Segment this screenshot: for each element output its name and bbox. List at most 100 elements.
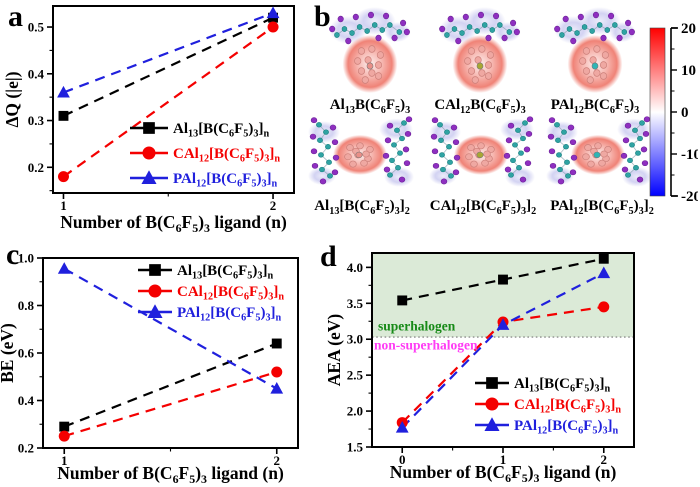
carbon-atom (387, 22, 393, 28)
fluorine-atom (504, 166, 512, 173)
carbon-atom (497, 22, 503, 28)
molecule-esp-drawing (308, 116, 414, 187)
legend-label: CAl12[B(C6F5)3]n (514, 397, 621, 416)
y-tick-label: 0.2 (18, 441, 34, 456)
carbon-atom (323, 129, 329, 135)
cal12-b-c6f5-3-n-point (57, 171, 69, 183)
carbon-atom (451, 26, 458, 32)
fluorine-atom (403, 160, 411, 167)
fluorine-atom (447, 15, 454, 23)
aluminum-atom (478, 45, 486, 53)
aluminum-atom (354, 57, 362, 65)
fluorine-atom (642, 130, 650, 137)
panel-d-letter: d (320, 240, 337, 273)
carbon-atom (556, 152, 562, 158)
fluorine-atom (562, 15, 569, 23)
y-tick-label: 2.0 (347, 404, 363, 419)
x-tick-label: 2 (270, 198, 277, 213)
legend-marker (486, 377, 498, 389)
y-tick-label: 2.5 (347, 368, 364, 383)
aluminum-atom (589, 56, 597, 64)
fluorine-atom (452, 139, 460, 146)
fluorine-atom (329, 124, 337, 131)
carbon-atom (581, 24, 588, 30)
carbon-atom (612, 22, 618, 28)
fluorine-atom (329, 25, 336, 33)
aluminum-atom (366, 146, 374, 153)
fluorine-atom (310, 117, 318, 124)
x-tick-label: 1 (60, 198, 67, 213)
carbon-atom (639, 120, 645, 126)
legend-label: CAl12[B(C6F5)3]n (173, 146, 280, 165)
y-axis-label: BE (eV) (0, 323, 17, 383)
dopant-atom (591, 62, 599, 70)
fluorine-atom (311, 162, 319, 169)
carbon-atom (515, 127, 521, 133)
aluminum-atom (362, 150, 370, 158)
panel-c-letter: c (6, 238, 20, 271)
fluorine-atom (367, 11, 374, 19)
carbon-atom (399, 135, 405, 142)
aluminum-atom (582, 153, 590, 161)
pal12-b-c6f5-3-n-line (63, 267, 278, 390)
legend-marker (149, 264, 161, 276)
molecule-esp-drawing (439, 7, 521, 93)
carbon-atom (520, 135, 526, 142)
fluorine-atom (439, 25, 446, 33)
carbon-atom (371, 22, 378, 28)
fluorine-atom (640, 146, 648, 153)
aluminum-atom (346, 144, 354, 152)
fluorine-atom (477, 11, 484, 19)
aluminum-atom (579, 57, 587, 65)
fluorine-atom (519, 176, 527, 183)
x-tick-label: 2 (601, 452, 608, 467)
legend-marker (485, 397, 499, 411)
negative-esp-cloud (505, 166, 535, 187)
fluorine-atom (641, 160, 649, 167)
fluorine-atom (569, 169, 577, 176)
fluorine-atom (386, 122, 394, 129)
aluminum-atom (584, 144, 592, 152)
pal12-b-c6f5-3-n-point (395, 421, 409, 433)
molecule-label: PAl12[B(C6F5)3]2 (550, 198, 654, 217)
fluorine-atom (331, 139, 339, 146)
carbon-atom (559, 32, 565, 38)
y-tick-label: 0.2 (28, 160, 44, 175)
x-axis-label: Number of B(C6F5)3 ligand (n) (390, 462, 617, 485)
y-tick-label: 0.5 (28, 20, 45, 35)
carbon-atom (364, 28, 370, 34)
aluminum-atom (368, 69, 376, 77)
carbon-atom (448, 173, 454, 179)
carbon-atom (447, 159, 453, 165)
fluorine-atom (384, 137, 392, 144)
al13-b-c6f5-3-n-point (271, 338, 282, 349)
molecule-label: Al13[B(C6F5)3]2 (314, 198, 410, 217)
fluorine-atom (403, 28, 410, 36)
carbon-atom (356, 24, 363, 30)
carbon-atom (625, 172, 631, 178)
fluorine-atom (391, 34, 398, 42)
fluorine-atom (402, 146, 410, 153)
x-axis-label: Number of B(C6F5)3 ligand (n) (57, 463, 284, 486)
y-axis-label: ΔQ (|e|) (4, 71, 22, 127)
al13-b-c6f5-3-n-point (58, 110, 69, 121)
aluminum-atom (598, 159, 606, 167)
y-tick-label: 1.5 (347, 440, 364, 455)
carbon-atom (627, 157, 633, 164)
legend-label: PAl12[B(C6F5)3]n (177, 305, 282, 324)
panel-b-letter: b (314, 0, 331, 33)
fluorine-atom (455, 37, 462, 45)
cal12-b-c6f5-3-n-line (63, 370, 278, 438)
fluorine-atom (616, 34, 623, 42)
carbon-atom (566, 26, 573, 32)
fluorine-atom (375, 34, 382, 42)
carbon-atom (633, 165, 639, 171)
carbon-atom (379, 27, 386, 33)
pal12-b-c6f5-3-n-point (57, 85, 70, 98)
molecule-image (428, 112, 538, 196)
legend-label: PAl12[B(C6F5)3]n (514, 418, 619, 437)
carbon-atom (596, 22, 603, 28)
cal12-b-c6f5-3-n-point (267, 21, 279, 33)
aluminum-atom (483, 150, 491, 158)
aluminum-atom (374, 72, 383, 80)
